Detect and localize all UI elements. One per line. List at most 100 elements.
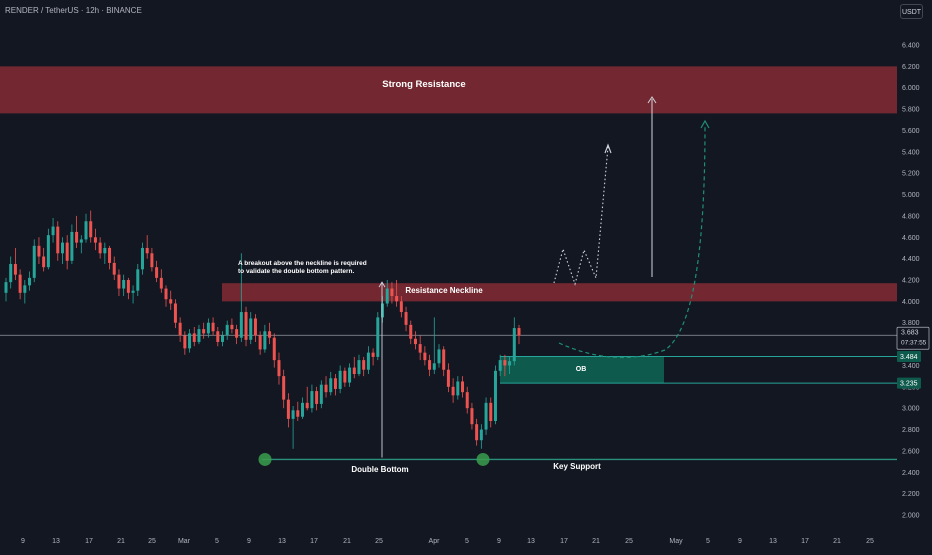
candle <box>131 285 135 304</box>
candle <box>508 356 512 374</box>
y-tick-label: 5.200 <box>902 171 920 178</box>
candle-body <box>98 242 102 254</box>
candle <box>206 318 210 338</box>
candle <box>89 210 93 243</box>
candle <box>56 221 60 261</box>
candle <box>263 324 267 353</box>
candle <box>136 263 140 297</box>
x-tick-label: 17 <box>560 538 568 545</box>
candle <box>277 352 281 385</box>
candle <box>60 237 64 264</box>
candle-body <box>390 288 394 297</box>
candle-body <box>286 399 290 419</box>
y-tick-label: 4.600 <box>902 235 920 242</box>
candle <box>164 285 168 307</box>
candle <box>489 397 493 428</box>
candle-body <box>343 370 347 383</box>
y-tick-label: 2.000 <box>902 513 920 520</box>
price-badges: 3.683 07:37:55 3.484 3.235 <box>896 326 930 389</box>
y-tick-label: 2.400 <box>902 470 920 477</box>
candle <box>197 324 201 345</box>
candle-body <box>418 344 422 353</box>
x-axis[interactable]: 9 13 17 21 25 Mar 5 9 13 17 21 25 Apr 5 9 13 17 21 25 May 5 9… <box>21 538 874 545</box>
candle-body <box>296 410 300 417</box>
candle <box>423 346 427 366</box>
candle-body <box>60 242 64 254</box>
candle <box>84 213 88 243</box>
y-tick-label: 4.400 <box>902 256 920 263</box>
candle <box>126 277 130 300</box>
candle-body <box>206 322 210 334</box>
candle <box>442 346 446 377</box>
candle-body <box>461 381 465 393</box>
candle-body <box>159 277 163 289</box>
x-tick-label: 25 <box>148 538 156 545</box>
y-tick-label: 4.800 <box>902 213 920 220</box>
candle <box>352 356 356 379</box>
candle-body <box>301 402 305 417</box>
candle-countdown: 07:37:55 <box>901 340 927 347</box>
strong-resistance-zone <box>0 66 897 114</box>
candle <box>451 378 455 403</box>
candle <box>93 228 97 251</box>
candle-body <box>70 231 74 261</box>
candle <box>79 235 83 254</box>
candle <box>155 260 159 283</box>
symbol-header[interactable]: RENDER / TetherUS · 12h · BINANCE <box>5 6 142 15</box>
x-tick-label: 17 <box>310 538 318 545</box>
candle <box>465 386 469 414</box>
y-tick-label: 3.400 <box>902 363 920 370</box>
currency-button[interactable]: USDT <box>900 4 923 19</box>
candle-body <box>23 285 27 293</box>
candle <box>173 299 177 329</box>
x-tick-label: 25 <box>375 538 383 545</box>
x-tick-label: 17 <box>85 538 93 545</box>
candle-body <box>442 349 446 370</box>
x-tick-label: 9 <box>738 538 742 545</box>
candle <box>348 363 352 387</box>
candle <box>343 367 347 387</box>
candle <box>376 312 380 361</box>
candle-body <box>230 324 234 330</box>
labels: Strong Resistance Resistance Neckline OB… <box>238 79 601 474</box>
x-tick-label: 25 <box>625 538 633 545</box>
candle <box>46 228 50 270</box>
candle <box>291 406 295 449</box>
y-tick-label: 2.800 <box>902 427 920 434</box>
zigzag-arrow-icon <box>604 143 612 154</box>
candle-body <box>122 280 126 289</box>
zones <box>0 66 897 461</box>
x-tick-label: 21 <box>343 538 351 545</box>
candle-body <box>338 370 342 389</box>
curved-projection-path <box>558 126 706 359</box>
candle <box>65 235 69 270</box>
y-tick-label: 6.400 <box>902 43 920 50</box>
candle <box>395 280 399 307</box>
candle <box>239 253 243 342</box>
x-tick-label: Mar <box>178 538 191 545</box>
candle <box>315 386 319 411</box>
key-support-label: Key Support <box>553 462 601 471</box>
breakout-note-line-1: A breakout above the neckline is require… <box>238 260 367 267</box>
candle-body <box>9 263 13 283</box>
ob-top-badge <box>897 350 921 362</box>
double-bottom-left-marker <box>258 452 272 466</box>
candle-body <box>324 384 328 393</box>
candle <box>437 344 441 368</box>
x-tick-label: 21 <box>833 538 841 545</box>
candle <box>140 242 144 275</box>
candle-body <box>216 331 220 342</box>
candle-body <box>235 329 239 338</box>
candle-body <box>117 274 121 289</box>
candle <box>230 318 234 334</box>
candle <box>117 269 121 297</box>
candle-body <box>268 331 272 338</box>
drawings <box>258 96 710 466</box>
candle <box>319 380 323 409</box>
candle-body <box>456 381 460 396</box>
candle <box>51 218 55 243</box>
candle-body <box>126 280 130 293</box>
candle-body <box>291 410 295 419</box>
